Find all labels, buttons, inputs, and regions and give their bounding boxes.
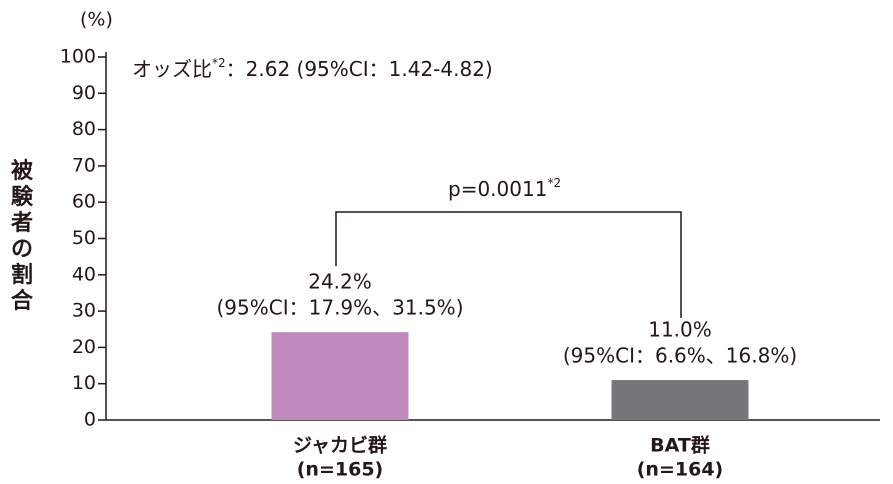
p-annotation: p=0.0011*2: [448, 176, 561, 201]
bar: [611, 380, 749, 420]
y-tick-label: 90: [72, 82, 96, 104]
x-tick-label: ジャカビ群: [293, 434, 387, 457]
p-sup: *2: [547, 176, 561, 190]
y-tick-label: 60: [72, 191, 96, 213]
ci-label: (95%CI：17.9%、31.5%): [217, 296, 464, 320]
y-tick-label: 50: [72, 227, 96, 249]
y-tick-label: 30: [72, 300, 96, 322]
odds-rest: ：2.62 (95%CI：1.42-4.82): [226, 57, 493, 81]
y-tick-label: 100: [60, 46, 96, 68]
y-tick-label: 40: [72, 263, 96, 285]
p-text: p=0.0011: [448, 177, 547, 201]
y-axis-label: 被験者の割合: [10, 159, 34, 314]
unit-label: (%): [80, 9, 113, 31]
odds-annotation: オッズ比*2：2.62 (95%CI：1.42-4.82): [132, 56, 493, 81]
y-tick-label: 70: [72, 154, 96, 176]
y-tick-label: 80: [72, 118, 96, 140]
odds-sup: *2: [212, 56, 226, 70]
x-tick-label: BAT群: [650, 434, 710, 457]
odds-text: オッズ比: [132, 57, 212, 81]
n-label: (n=164): [637, 459, 723, 481]
y-tick-label: 20: [72, 336, 96, 358]
significance-bracket: [335, 211, 682, 318]
ci-label: (95%CI：6.6%、16.8%): [563, 344, 797, 368]
y-tick-label: 10: [72, 372, 96, 394]
y-tick-label: 0: [84, 409, 96, 431]
n-label: (n=165): [297, 459, 383, 481]
value-label: 11.0%: [648, 318, 712, 342]
value-label: 24.2%: [308, 270, 372, 294]
bar: [271, 332, 409, 420]
